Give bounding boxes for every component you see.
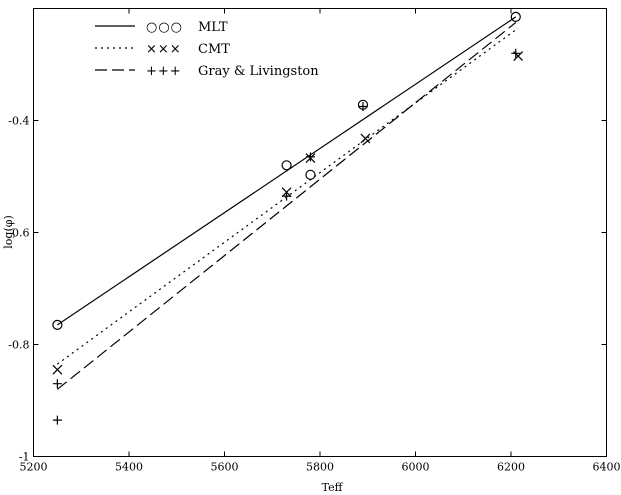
plus-point-3 — [305, 152, 315, 162]
x-tick-label-3: 5800 — [306, 461, 334, 474]
plus-point-0 — [52, 379, 62, 389]
legend-label-x: CMT — [198, 42, 230, 57]
x-point-0 — [52, 364, 63, 375]
y-tick-label-2: -0.6 — [8, 227, 29, 240]
axis-ticks — [33, 8, 607, 457]
tick-labels: 5200 5400 5600 5800 6000 6200 6400 -1 -0.8 -0.6 -0… — [8, 115, 620, 474]
fit-lines — [57, 16, 519, 390]
data-markers — [52, 11, 524, 425]
legend-label-plus: Gray & Livingston — [198, 64, 319, 79]
legend-markers-circle: ○○○ — [146, 20, 183, 35]
circle-point-2 — [305, 169, 316, 180]
x-tick-label-5: 6200 — [497, 461, 525, 474]
y-tick-label-3: -0.4 — [8, 115, 29, 128]
fit-line-circle — [57, 16, 517, 326]
fit-line-x — [57, 27, 519, 365]
legend-label-circle: MLT — [198, 20, 228, 35]
legend-markers-plus: +++ — [146, 64, 182, 79]
circle-point-1 — [281, 160, 292, 171]
x-axis-title: Teff — [322, 481, 344, 494]
plus-point-4 — [358, 102, 368, 111]
x-tick-label-2: 5600 — [211, 461, 239, 474]
plus-point-1 — [52, 415, 62, 425]
plot-frame — [33, 8, 607, 457]
plus-point-2 — [282, 191, 292, 201]
x-point-3 — [360, 133, 371, 144]
x-tick-label-4: 6000 — [402, 461, 430, 474]
y-tick-label-0: -1 — [19, 451, 30, 464]
y-axis-title: log(φ) — [2, 215, 15, 248]
legend-markers-x: ××× — [146, 42, 182, 57]
fit-line-plus — [57, 22, 517, 390]
circle-point-4 — [510, 11, 521, 22]
circle-point-0 — [52, 319, 63, 330]
y-tick-label-1: -0.8 — [8, 339, 29, 352]
x-tick-label-0: 5200 — [20, 461, 48, 474]
x-tick-label-1: 5400 — [115, 461, 143, 474]
x-tick-label-6: 6400 — [593, 461, 621, 474]
plus-point-5 — [511, 48, 521, 58]
legend: ○○○ MLT ××× CMT +++ Gray & Livingston — [95, 20, 319, 79]
